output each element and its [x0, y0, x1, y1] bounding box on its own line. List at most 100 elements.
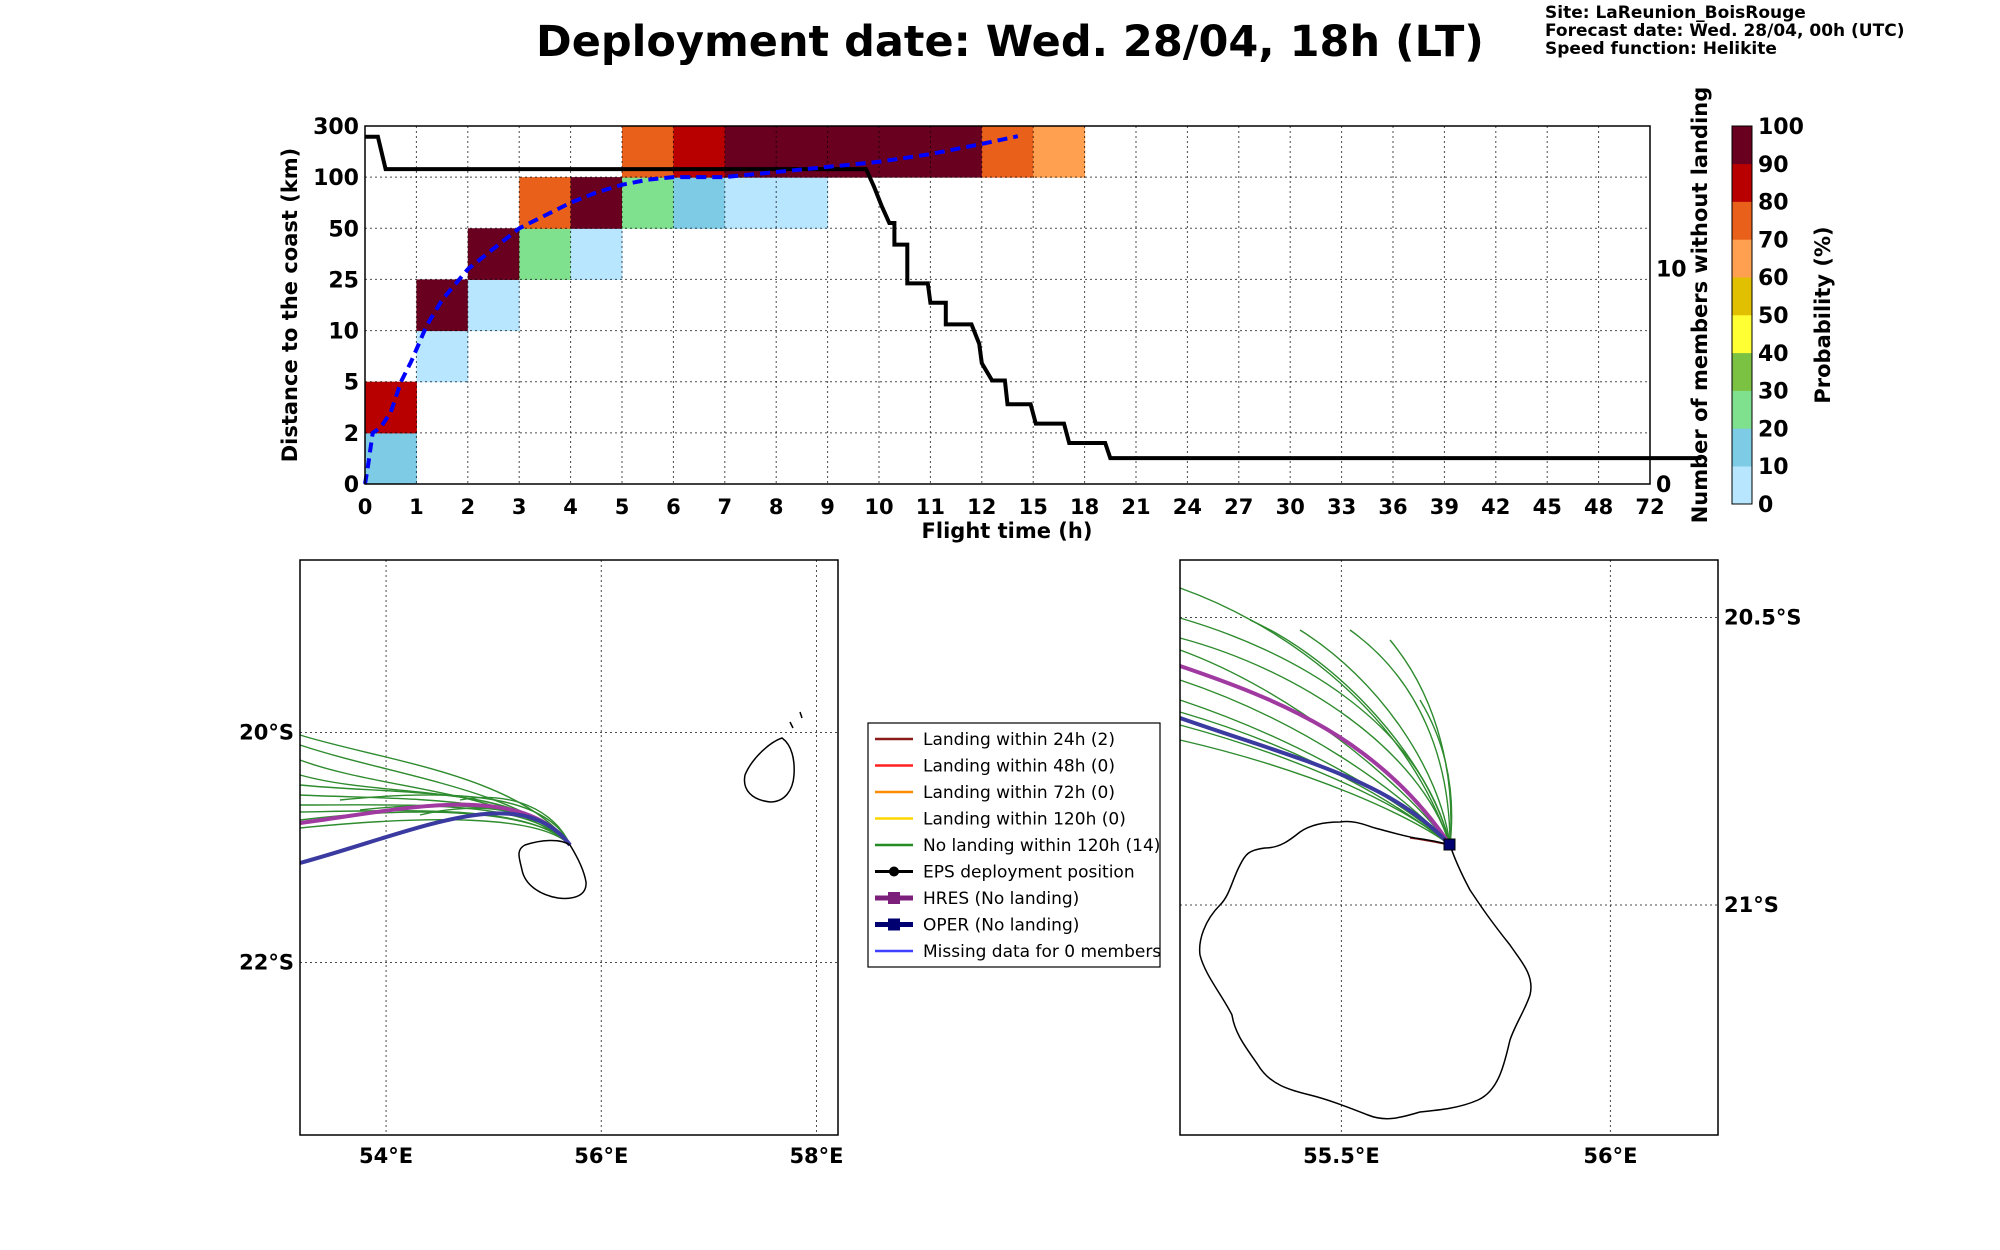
heatmap-cell	[519, 228, 572, 280]
x-tick-label: 9	[820, 495, 835, 519]
colorbar-tick-label: 60	[1758, 266, 1789, 291]
site-info: Site: LaReunion_BoisRouge	[1545, 3, 1806, 23]
colorbar-tick-labels: 0 10 20 30 40 50 60 70 80 90 100	[1758, 115, 1804, 518]
x-tick-label: 12	[967, 495, 996, 519]
eps-trajectory	[299, 759, 571, 846]
x-tick-label: 18	[1070, 495, 1099, 519]
lat-tick-label: 21°S	[1724, 893, 1779, 917]
eps-trajectory	[1349, 629, 1451, 846]
x-tick-label: 4	[563, 495, 578, 519]
colorbar-tick-label: 0	[1758, 493, 1773, 518]
heatmap-cell	[673, 177, 726, 229]
lon-tick-label: 56°E	[1583, 1144, 1637, 1168]
eps-trajectory	[459, 796, 571, 846]
heatmap-cell	[519, 177, 572, 229]
colorbar-tick-label: 40	[1758, 342, 1789, 367]
x-tick-label: 27	[1224, 495, 1253, 519]
heatmap-cell	[570, 177, 623, 229]
heatmap-cell	[467, 228, 520, 280]
map-left-trajectories	[299, 734, 572, 865]
members-without-landing-line	[365, 134, 1702, 461]
heatmap-cell	[416, 330, 469, 383]
legend-frame	[867, 722, 1161, 968]
x-axis-label: Flight time (h)	[922, 519, 1093, 543]
colorbar-block	[1732, 201, 1752, 240]
legend-marker-circle	[889, 866, 899, 877]
legend-item-label: HRES (No landing)	[923, 889, 1079, 909]
eps-trajectory	[1179, 724, 1451, 846]
oper-trajectory	[299, 811, 572, 865]
x-tick-label: 1	[409, 495, 424, 519]
eps-trajectory	[1179, 587, 1451, 846]
legend-item-label: Landing within 48h (0)	[923, 757, 1115, 777]
reunion-island-outline-detail	[1198, 820, 1532, 1120]
y-tick-label: 50	[328, 217, 359, 242]
y-tick-label: 100	[313, 166, 359, 191]
eps-trajectory	[339, 794, 571, 846]
map-right-grid	[1180, 560, 1718, 1135]
heatmap-cell	[467, 279, 520, 332]
lon-tick-label: 58°E	[789, 1144, 843, 1168]
oper-trajectory	[1179, 716, 1452, 847]
x-tick-label: 48	[1584, 495, 1613, 519]
x-tick-label: 10	[864, 495, 893, 519]
colorbar-blocks	[1732, 126, 1752, 505]
colorbar-block	[1732, 277, 1752, 316]
legend-items: Landing within 24h (2) Landing within 48h…	[875, 730, 1161, 962]
x-tick-label: 6	[666, 495, 681, 519]
heatmap-cell	[776, 177, 829, 229]
heatmap-panel: 0 1 2 3 4 5 6 7 8 9 10 11 12 15 18 21 24 27 30 33 36 39 42 45 48…	[278, 87, 1712, 543]
heatmap-frame	[364, 125, 1651, 485]
colorbar-tick-label: 10	[1758, 455, 1789, 480]
lon-tick-label: 56°E	[574, 1144, 628, 1168]
lat-tick-label: 20°S	[239, 721, 294, 745]
map-right-frame	[1179, 559, 1719, 1136]
map-left-tick-labels: 54°E 56°E 58°E 20°S 22°S	[239, 721, 843, 1169]
hres-trajectory	[1179, 664, 1452, 847]
legend-item-label: Landing within 24h (2)	[923, 730, 1115, 750]
x-tick-label: 30	[1276, 495, 1305, 519]
mauritius-island-outline	[743, 711, 803, 803]
heatmap-grid	[365, 126, 1650, 484]
map-right-tick-labels: 55.5°E 56°E 20.5°S 21°S	[1303, 606, 1801, 1169]
colorbar-tick-label: 90	[1758, 153, 1789, 178]
legend-item-label: EPS deployment position	[923, 863, 1135, 883]
y2-tick-label: 10	[1656, 257, 1687, 282]
colorbar-tick-label: 20	[1758, 417, 1789, 442]
eps-trajectory	[1299, 629, 1451, 846]
heatmap-cell	[724, 177, 777, 229]
colorbar-block	[1732, 428, 1752, 467]
x-tick-label: 7	[717, 495, 732, 519]
map-right: 55.5°E 56°E 20.5°S 21°S	[1179, 559, 1801, 1169]
heatmap-cell	[1033, 126, 1086, 178]
speed-function-info: Speed function: Helikite	[1545, 39, 1777, 59]
x-tick-label: 3	[512, 495, 527, 519]
colorbar-tick-label: 70	[1758, 228, 1789, 253]
y-tick-label: 25	[328, 268, 359, 293]
colorbar-tick-label: 80	[1758, 191, 1789, 216]
y-tick-label: 300	[313, 115, 359, 140]
colorbar-block	[1732, 239, 1752, 278]
x-tick-labels: 0 1 2 3 4 5 6 7 8 9 10 11 12 15 18 21 24 27 30 33 36 39 42 45 48…	[358, 495, 1665, 519]
mean-distance-line	[363, 134, 1019, 485]
lat-tick-label: 22°S	[239, 951, 294, 975]
heatmap-cells	[365, 126, 1086, 485]
heatmap-lines	[363, 134, 1702, 485]
colorbar: 0 10 20 30 40 50 60 70 80 90 100 Probability (%)	[1731, 115, 1835, 518]
legend-item-label: OPER (No landing)	[923, 916, 1079, 936]
x-tick-label: 0	[358, 495, 373, 519]
colorbar-tick-label: 100	[1758, 115, 1804, 140]
legend-item-label: Landing within 120h (0)	[923, 810, 1126, 830]
legend-item-label: Missing data for 0 members	[923, 942, 1161, 962]
y2-tick-labels: 0 10	[1656, 257, 1687, 498]
map-left-grid	[300, 560, 838, 1135]
y-axis-label: Distance to the coast (km)	[278, 148, 302, 463]
forecast-date-info: Forecast date: Wed. 28/04, 00h (UTC)	[1545, 21, 1904, 41]
lat-tick-label: 20.5°S	[1724, 606, 1801, 630]
figure-title: Deployment date: Wed. 28/04, 18h (LT)	[536, 17, 1484, 67]
heatmap-cell	[879, 126, 931, 178]
colorbar-block	[1732, 352, 1752, 391]
eps-trajectory	[1179, 739, 1451, 846]
eps-trajectory	[1179, 637, 1451, 846]
x-tick-label: 11	[916, 495, 945, 519]
